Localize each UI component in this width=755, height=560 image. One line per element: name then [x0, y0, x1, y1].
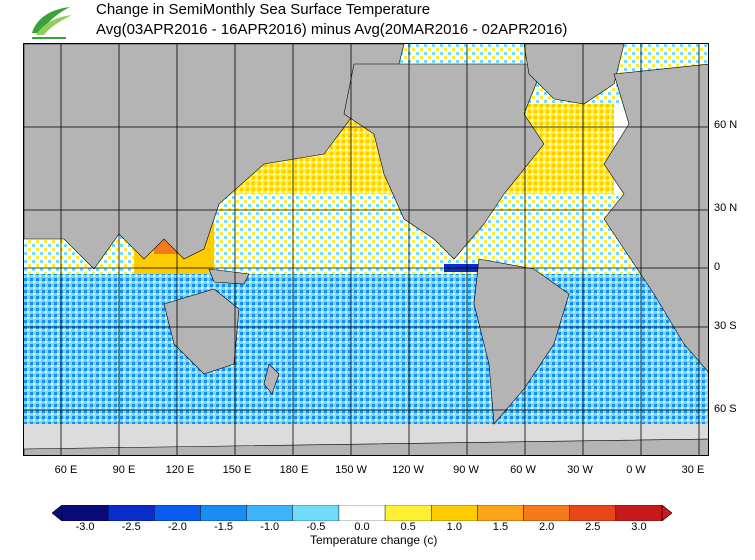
lat-label-30s: 30 S — [714, 320, 737, 332]
lon-label-30w: 30 W — [567, 464, 593, 476]
colorbar-swatch — [107, 505, 155, 521]
title-line-1: Change in SemiMonthly Sea Surface Temper… — [96, 1, 431, 18]
agency-logo — [32, 7, 72, 39]
land-europe-africa — [603, 63, 708, 373]
colorbar-tick-label: 0.0 — [354, 521, 370, 533]
colorbar-swatch — [477, 505, 524, 521]
colorbar-tick-label: 2.0 — [538, 521, 555, 533]
lat-label-60n: 60 N — [714, 119, 738, 131]
colorbar-swatch — [384, 505, 432, 521]
title-line-2: Avg(03APR2016 - 16APR2016) minus Avg(20M… — [96, 21, 568, 38]
land-antarctica — [24, 438, 708, 455]
lon-label-120w: 120 W — [392, 464, 424, 476]
colorbar-left-arrow — [52, 505, 63, 521]
map-panel — [23, 43, 709, 456]
lon-label-0w: 0 W — [626, 464, 646, 476]
colorbar-tick-label: -1.5 — [214, 521, 234, 533]
lon-label-60e: 60 E — [54, 464, 78, 476]
colorbar-right-arrow — [661, 505, 672, 521]
colorbar-swatch — [431, 505, 478, 521]
lon-label-150w: 150 W — [335, 464, 367, 476]
lon-label-90e: 90 E — [112, 464, 136, 476]
land-new-guinea — [208, 268, 250, 285]
colorbar-tick-label: 1.5 — [492, 521, 509, 533]
lat-label-equator: 0 — [714, 261, 721, 273]
colorbar-tick-label: -3.0 — [75, 521, 95, 533]
lat-label-60s: 60 S — [714, 403, 737, 415]
colorbar-swatches — [61, 505, 663, 521]
colorbar — [52, 505, 672, 521]
colorbar-tick-label: 3.0 — [631, 521, 647, 533]
colorbar-tick-label: -2.5 — [121, 521, 141, 533]
land-new-zealand — [263, 363, 280, 395]
colorbar-tick-label: 2.5 — [585, 521, 601, 533]
colorbar-swatch — [338, 505, 386, 521]
lon-label-30e: 30 E — [681, 464, 705, 476]
lon-label-90w: 90 W — [453, 464, 479, 476]
lon-label-150e: 150 E — [222, 464, 252, 476]
colorbar-swatch — [292, 505, 340, 521]
graticule — [24, 44, 708, 455]
lon-label-120e: 120 E — [165, 464, 195, 476]
colorbar-swatch — [246, 505, 293, 521]
colorbar-swatch — [569, 505, 617, 521]
land-north-america — [343, 63, 545, 260]
colorbar-tick-label: -1.0 — [260, 521, 280, 533]
lat-label-30n: 30 N — [714, 202, 738, 214]
colorbar-swatch — [154, 505, 201, 521]
land-australia — [163, 288, 240, 375]
colorbar-title: Temperature change (c) — [310, 533, 438, 547]
title-block: Change in SemiMonthly Sea Surface Temper… — [96, 0, 567, 40]
colorbar-tick-label: -0.5 — [306, 521, 326, 533]
land-greenland — [523, 44, 625, 105]
lon-label-180e: 180 E — [279, 464, 309, 476]
sst-map — [24, 44, 708, 455]
colorbar-tick-label: 1.0 — [446, 521, 462, 533]
colorbar-tick-label: -2.0 — [167, 521, 187, 533]
colorbar-swatch — [200, 505, 247, 521]
land-south-america — [473, 258, 570, 425]
colorbar-swatch — [615, 505, 663, 521]
colorbar-swatch — [61, 505, 109, 521]
colorbar-swatch — [523, 505, 570, 521]
lon-label-60w: 60 W — [510, 464, 536, 476]
colorbar-tick-label: 0.5 — [400, 521, 416, 533]
southern-ocean-cool-field — [24, 274, 708, 424]
